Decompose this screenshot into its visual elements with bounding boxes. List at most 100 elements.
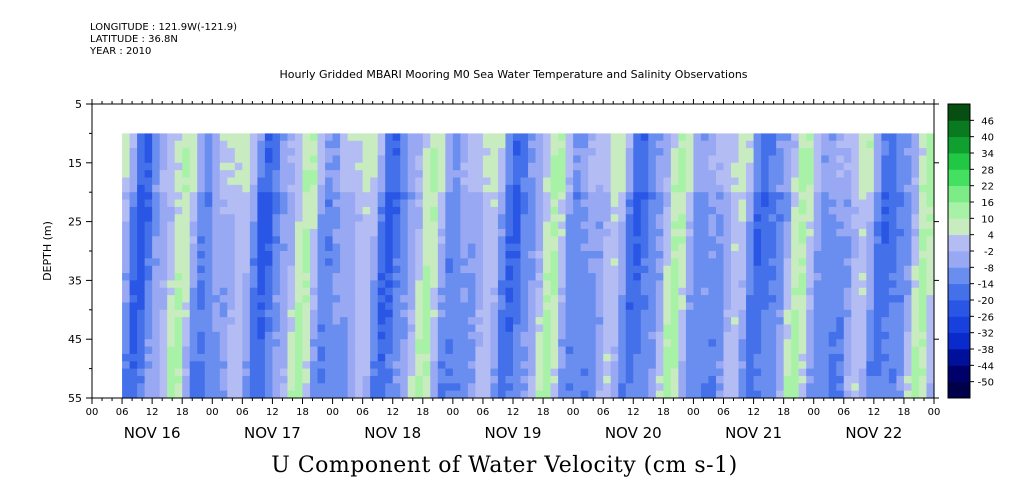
heatmap-cell bbox=[836, 361, 845, 370]
heatmap-cell bbox=[460, 287, 469, 296]
heatmap-cell bbox=[580, 236, 589, 245]
heatmap-cell bbox=[783, 221, 792, 230]
heatmap-cell bbox=[738, 280, 747, 289]
heatmap-cell bbox=[873, 287, 882, 296]
heatmap-cell bbox=[746, 309, 755, 318]
heatmap-cell bbox=[580, 368, 589, 377]
heatmap-cell bbox=[513, 243, 522, 252]
heatmap-cell bbox=[791, 133, 800, 142]
heatmap-cell bbox=[279, 177, 289, 186]
heatmap-cell bbox=[776, 346, 785, 355]
heatmap-cell bbox=[513, 206, 522, 215]
heatmap-cell bbox=[497, 265, 507, 274]
heatmap-cell bbox=[685, 265, 695, 274]
heatmap-cell bbox=[407, 280, 416, 289]
heatmap-cell bbox=[828, 236, 837, 245]
heatmap-cell bbox=[467, 155, 477, 164]
heatmap-cell bbox=[392, 236, 401, 245]
heatmap-cell bbox=[670, 155, 679, 164]
heatmap-cell bbox=[776, 177, 785, 186]
heatmap-cell bbox=[317, 346, 326, 355]
heatmap-cell bbox=[249, 243, 258, 252]
heatmap-cell bbox=[881, 184, 890, 193]
heatmap-cell bbox=[798, 375, 807, 384]
heatmap-cell bbox=[888, 140, 898, 149]
heatmap-cell bbox=[137, 368, 146, 377]
heatmap-cell bbox=[565, 375, 574, 384]
heatmap-cell bbox=[926, 317, 935, 326]
heatmap-cell bbox=[670, 192, 679, 201]
heatmap-cell bbox=[640, 346, 649, 355]
heatmap-cell bbox=[670, 243, 679, 252]
heatmap-cell bbox=[249, 214, 258, 223]
heatmap-cell bbox=[204, 324, 213, 333]
heatmap-cell bbox=[783, 309, 792, 318]
y-tick-label: 25 bbox=[68, 216, 82, 229]
heatmap-cell bbox=[828, 302, 837, 311]
heatmap-cell bbox=[588, 192, 597, 201]
heatmap-cell bbox=[513, 302, 522, 311]
heatmap-cell bbox=[422, 221, 431, 230]
heatmap-cell bbox=[678, 265, 687, 274]
x-hour-label: 12 bbox=[867, 407, 880, 418]
heatmap-cell bbox=[648, 273, 657, 281]
heatmap-cell bbox=[144, 258, 153, 267]
heatmap-cell bbox=[528, 273, 537, 281]
heatmap-cell bbox=[257, 368, 266, 377]
heatmap-cell bbox=[520, 287, 529, 296]
heatmap-cell bbox=[783, 390, 792, 399]
heatmap-cell bbox=[550, 324, 559, 333]
heatmap-cell bbox=[197, 331, 206, 340]
heatmap-cell bbox=[903, 375, 913, 384]
heatmap-cell bbox=[377, 258, 386, 267]
heatmap-cell bbox=[234, 361, 243, 370]
heatmap-cell bbox=[685, 361, 695, 370]
heatmap-cell bbox=[678, 295, 687, 304]
heatmap-cell bbox=[806, 383, 815, 392]
heatmap-cell bbox=[362, 214, 371, 223]
heatmap-cell bbox=[776, 287, 785, 296]
heatmap-cell bbox=[738, 148, 747, 157]
heatmap-cell bbox=[836, 251, 845, 259]
heatmap-cell bbox=[791, 324, 800, 333]
heatmap-cell bbox=[264, 192, 274, 201]
heatmap-cell bbox=[640, 368, 649, 377]
heatmap-cell bbox=[776, 324, 785, 333]
heatmap-cell bbox=[685, 353, 695, 362]
heatmap-cell bbox=[505, 265, 514, 274]
heatmap-cell bbox=[310, 309, 319, 318]
heatmap-cell bbox=[144, 133, 153, 142]
heatmap-cell bbox=[362, 302, 371, 311]
heatmap-cell bbox=[731, 390, 740, 399]
heatmap-cell bbox=[407, 177, 416, 186]
heatmap-cell bbox=[475, 265, 484, 274]
heatmap-cell bbox=[678, 184, 687, 193]
heatmap-cell bbox=[588, 339, 597, 348]
heatmap-cell bbox=[896, 331, 905, 340]
heatmap-cell bbox=[640, 375, 649, 384]
heatmap-cell bbox=[926, 295, 935, 304]
heatmap-cell bbox=[723, 192, 732, 201]
heatmap-cell bbox=[137, 243, 146, 252]
heatmap-cell bbox=[738, 243, 747, 252]
x-hour-label: 18 bbox=[296, 407, 309, 418]
heatmap-cell bbox=[422, 353, 431, 362]
heatmap-cell bbox=[610, 214, 619, 223]
heatmap-cell bbox=[633, 140, 642, 149]
heatmap-cell bbox=[407, 155, 416, 164]
heatmap-cell bbox=[257, 361, 266, 370]
heatmap-cell bbox=[279, 199, 289, 208]
heatmap-cell bbox=[227, 258, 236, 267]
heatmap-cell bbox=[573, 155, 582, 164]
heatmap-cell bbox=[746, 390, 755, 399]
heatmap-cell bbox=[926, 170, 935, 179]
heatmap-cell bbox=[204, 339, 213, 348]
heatmap-cell bbox=[377, 184, 386, 193]
heatmap-cell bbox=[482, 346, 492, 355]
heatmap-cell bbox=[212, 148, 221, 157]
heatmap-cell bbox=[550, 221, 559, 230]
heatmap-cell bbox=[565, 324, 574, 333]
heatmap-cell bbox=[497, 251, 507, 259]
heatmap-cell bbox=[204, 295, 213, 304]
heatmap-cell bbox=[467, 339, 477, 348]
